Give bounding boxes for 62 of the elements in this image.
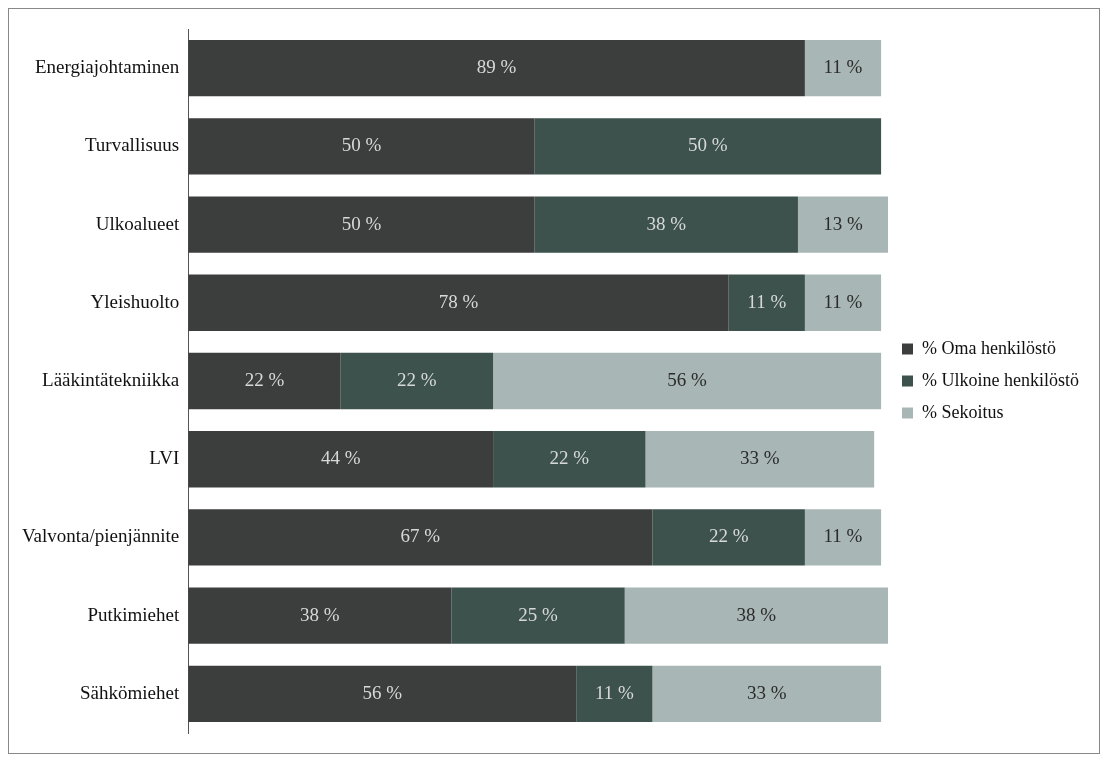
data-label: 13 % bbox=[823, 212, 863, 234]
data-label: 38 % bbox=[736, 603, 777, 625]
data-label: 78 % bbox=[438, 290, 479, 312]
data-label: 50 % bbox=[341, 134, 382, 156]
bar bbox=[493, 431, 646, 488]
data-label: 89 % bbox=[476, 56, 517, 78]
data-label: 22 % bbox=[549, 447, 590, 469]
data-label: 11 % bbox=[594, 681, 634, 703]
y-tick-label: Ulkoalueet bbox=[95, 212, 180, 234]
bar bbox=[534, 118, 882, 175]
data-label: 67 % bbox=[400, 525, 441, 547]
data-label: 38 % bbox=[646, 212, 687, 234]
bar bbox=[624, 587, 889, 644]
bar bbox=[451, 587, 625, 644]
bar bbox=[576, 665, 653, 723]
bar bbox=[340, 352, 494, 410]
legend-label: % Oma henkilöstö bbox=[922, 337, 1056, 358]
data-label: 11 % bbox=[823, 56, 863, 78]
bar bbox=[188, 352, 341, 410]
bar bbox=[652, 509, 805, 566]
bar bbox=[797, 196, 889, 253]
y-tick-label: Sähkömiehet bbox=[80, 681, 180, 703]
bar bbox=[188, 274, 729, 331]
data-label: 11 % bbox=[823, 525, 863, 547]
bar bbox=[804, 39, 882, 97]
bar bbox=[188, 509, 653, 566]
data-label: 25 % bbox=[518, 603, 559, 625]
y-tick-label: Energiajohtaminen bbox=[35, 56, 180, 78]
bar bbox=[645, 431, 875, 488]
data-label: 56 % bbox=[362, 681, 403, 703]
data-label: 11 % bbox=[823, 290, 863, 312]
data-label: 50 % bbox=[341, 212, 382, 234]
bar bbox=[804, 274, 882, 331]
bar bbox=[652, 665, 882, 723]
bar bbox=[534, 196, 798, 253]
bar bbox=[188, 431, 494, 488]
y-tick-label: Putkimiehet bbox=[87, 603, 180, 625]
y-tick-label: Yleishuolto bbox=[90, 290, 180, 312]
bar bbox=[804, 509, 882, 566]
bar bbox=[188, 587, 452, 644]
bar bbox=[188, 196, 535, 253]
data-label: 44 % bbox=[320, 447, 361, 469]
data-label: 33 % bbox=[740, 447, 780, 469]
legend-label: % Sekoitus bbox=[922, 401, 1004, 422]
y-tick-label: Turvallisuus bbox=[84, 134, 180, 156]
data-label: 56 % bbox=[667, 368, 708, 390]
data-label: 22 % bbox=[244, 368, 285, 390]
bar bbox=[188, 118, 535, 175]
data-label: 38 % bbox=[300, 603, 340, 625]
data-label: 33 % bbox=[746, 681, 787, 703]
y-tick-label: LVI bbox=[149, 447, 180, 469]
legend-label: % Ulkoine henkilöstö bbox=[922, 369, 1079, 390]
bar bbox=[728, 274, 805, 331]
data-label: 22 % bbox=[708, 525, 749, 547]
data-label: 22 % bbox=[397, 368, 437, 390]
data-label: 11 % bbox=[747, 290, 787, 312]
y-tick-label: Valvonta/pienjännite bbox=[22, 525, 180, 547]
y-tick-label: Lääkintätekniikka bbox=[42, 368, 180, 390]
data-label: 50 % bbox=[688, 134, 728, 156]
bar bbox=[493, 352, 882, 410]
bar bbox=[188, 39, 805, 97]
bar bbox=[188, 665, 577, 723]
